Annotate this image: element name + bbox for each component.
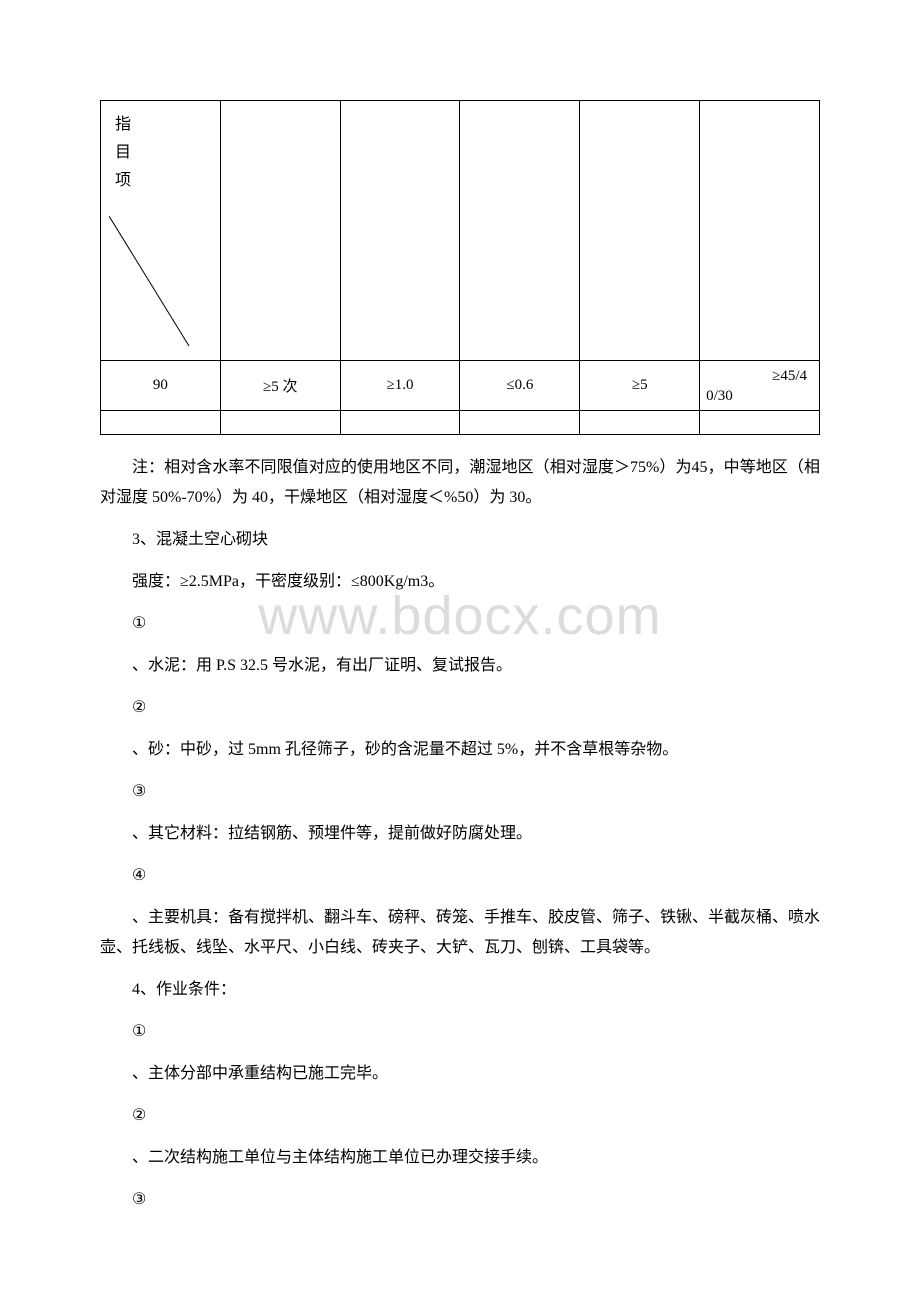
table-row: 90 ≥5 次 ≥1.0 ≤0.6 ≥5 ≥45/4 0/30 xyxy=(101,361,820,411)
list-number: ② xyxy=(100,693,820,723)
cell-bottom: 0/30 xyxy=(706,386,733,406)
header-cell-empty xyxy=(460,101,580,361)
list-number: ③ xyxy=(100,777,820,807)
cell-empty xyxy=(101,411,221,435)
list-item-text: 、水泥：用 P.S 32.5 号水泥，有出厂证明、复试报告。 xyxy=(100,651,820,681)
table-header-row: 指 目 项 xyxy=(101,101,820,361)
list-number: ① xyxy=(100,609,820,639)
table-row-empty xyxy=(101,411,820,435)
list-number: ① xyxy=(100,1017,820,1047)
header-label: 指 xyxy=(115,111,216,139)
list-item-text: 、二次结构施工单位与主体结构施工单位已办理交接手续。 xyxy=(100,1143,820,1173)
list-number: ② xyxy=(100,1101,820,1131)
cell-empty xyxy=(340,411,460,435)
list-item-text: 、主要机具：备有搅拌机、翻斗车、磅秤、砖笼、手推车、胶皮管、筛子、铁锹、半截灰桶… xyxy=(100,903,820,963)
cell-value: ≥5 次 xyxy=(220,361,340,411)
cell-value-multiline: ≥45/4 0/30 xyxy=(700,361,820,411)
cell-empty xyxy=(580,411,700,435)
section-title: 3、混凝土空心砌块 xyxy=(100,525,820,555)
header-cell-empty xyxy=(700,101,820,361)
diagonal-line-icon xyxy=(109,216,199,356)
spec-table: 指 目 项 90 ≥5 次 ≥1.0 ≤0.6 xyxy=(100,100,820,435)
cell-empty xyxy=(460,411,580,435)
header-cell-empty xyxy=(340,101,460,361)
cell-value: ≥5 xyxy=(580,361,700,411)
list-number: ③ xyxy=(100,1185,820,1215)
cell-empty xyxy=(700,411,820,435)
cell-empty xyxy=(220,411,340,435)
header-cell-empty xyxy=(220,101,340,361)
list-number: ④ xyxy=(100,861,820,891)
header-label-group: 指 目 项 xyxy=(105,105,216,195)
header-cell-diagonal: 指 目 项 xyxy=(101,101,221,361)
header-label: 项 xyxy=(115,167,216,195)
cell-value: ≤0.6 xyxy=(460,361,580,411)
cell-value: ≥1.0 xyxy=(340,361,460,411)
list-item-text: 、其它材料：拉结钢筋、预埋件等，提前做好防腐处理。 xyxy=(100,819,820,849)
list-item-text: 、砂：中砂，过 5mm 孔径筛子，砂的含泥量不超过 5%，并不含草根等杂物。 xyxy=(100,735,820,765)
header-label: 目 xyxy=(115,139,216,167)
section-title: 4、作业条件： xyxy=(100,975,820,1005)
cell-top: ≥45/4 xyxy=(706,366,815,386)
note-paragraph: 注：相对含水率不同限值对应的使用地区不同，潮湿地区（相对湿度＞75%）为45，中… xyxy=(100,453,820,513)
list-item-text: 、主体分部中承重结构已施工完毕。 xyxy=(100,1059,820,1089)
cell-value: 90 xyxy=(101,361,221,411)
header-cell-empty xyxy=(580,101,700,361)
strength-spec: 强度：≥2.5MPa，干密度级别：≤800Kg/m3。 xyxy=(100,567,820,597)
